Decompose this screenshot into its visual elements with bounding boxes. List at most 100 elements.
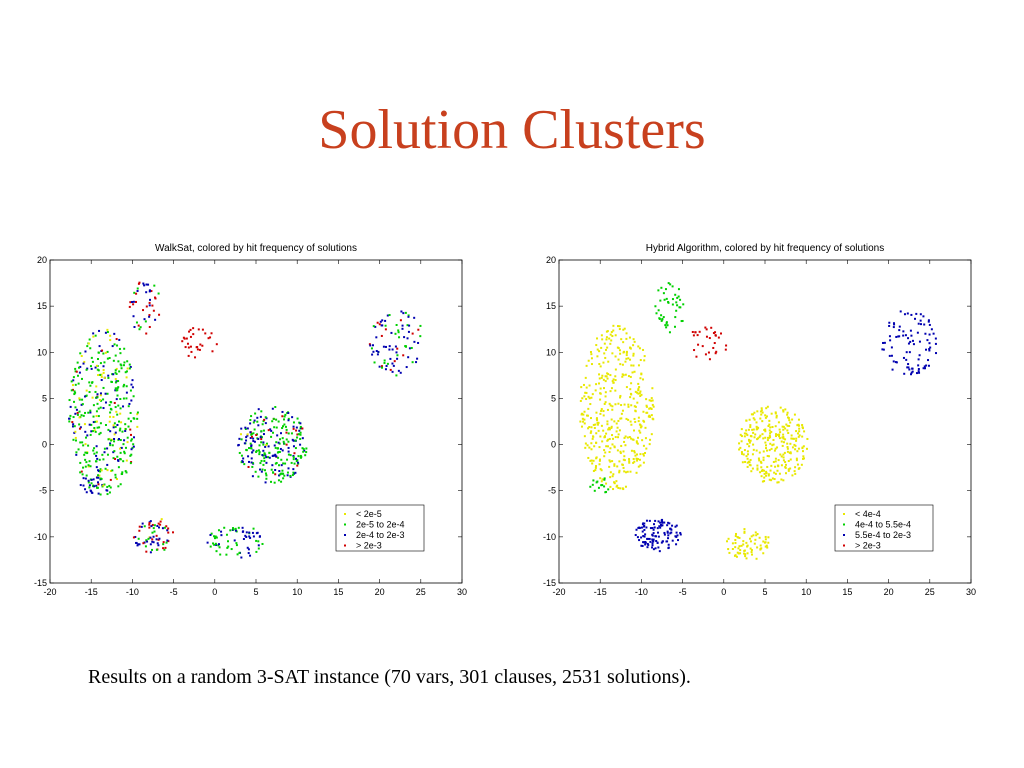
scatter-point	[281, 415, 284, 418]
scatter-point	[145, 332, 148, 335]
scatter-point	[112, 415, 115, 418]
scatter-point	[87, 342, 90, 345]
scatter-point	[759, 544, 762, 547]
scatter-point	[265, 442, 268, 445]
scatter-point	[258, 451, 261, 454]
scatter-point	[582, 383, 585, 386]
scatter-point	[149, 543, 152, 546]
scatter-point	[745, 557, 748, 560]
scatter-point	[248, 535, 251, 538]
scatter-point	[659, 299, 662, 302]
scatter-point	[94, 460, 97, 463]
scatter-point	[623, 455, 626, 458]
scatter-point	[612, 473, 615, 476]
scatter-point	[297, 455, 300, 458]
scatter-point	[263, 418, 266, 421]
scatter-point	[402, 354, 405, 357]
scatter-point	[73, 390, 76, 393]
scatter-point	[118, 347, 121, 350]
scatter-point	[903, 313, 906, 316]
scatter-point	[138, 543, 141, 546]
scatter-point	[294, 471, 297, 474]
scatter-point	[769, 469, 772, 472]
scatter-point	[655, 540, 658, 543]
scatter-point	[657, 535, 660, 538]
scatter-point	[614, 368, 617, 371]
scatter-point	[715, 350, 718, 353]
scatter-point	[245, 439, 248, 442]
scatter-point	[124, 429, 127, 432]
scatter-point	[121, 471, 124, 474]
scatter-point	[671, 298, 674, 301]
scatter-point	[634, 390, 637, 393]
scatter-point	[743, 531, 746, 534]
scatter-point	[600, 424, 603, 427]
scatter-point	[749, 439, 752, 442]
scatter-point	[635, 453, 638, 456]
x-tick-label: 15	[333, 587, 343, 597]
scatter-point	[384, 324, 387, 327]
scatter-point	[604, 375, 607, 378]
scatter-point	[589, 403, 592, 406]
scatter-point	[628, 458, 631, 461]
legend-marker	[843, 513, 845, 515]
scatter-point	[378, 365, 381, 368]
scatter-point	[155, 538, 158, 541]
scatter-point	[148, 289, 151, 292]
scatter-point	[292, 468, 295, 471]
scatter-point	[784, 408, 787, 411]
scatter-point	[696, 334, 699, 337]
scatter-point	[98, 329, 101, 332]
scatter-point	[782, 456, 785, 459]
scatter-point	[238, 551, 241, 554]
x-tick-label: 20	[884, 587, 894, 597]
scatter-point	[377, 350, 380, 353]
scatter-point	[633, 340, 636, 343]
scatter-point	[108, 420, 111, 423]
scatter-point	[585, 364, 588, 367]
scatter-point	[287, 432, 290, 435]
scatter-point	[185, 337, 188, 340]
scatter-point	[643, 528, 646, 531]
scatter-point	[190, 350, 193, 353]
scatter-point	[255, 550, 258, 553]
scatter-point	[375, 349, 378, 352]
scatter-point	[608, 426, 611, 429]
scatter-point	[260, 430, 263, 433]
scatter-point	[675, 309, 678, 312]
scatter-point	[602, 378, 605, 381]
scatter-point	[596, 423, 599, 426]
scatter-point	[252, 432, 255, 435]
scatter-point	[156, 524, 159, 527]
scatter-point	[638, 539, 641, 542]
scatter-point	[766, 439, 769, 442]
scatter-point	[589, 431, 592, 434]
scatter-point	[273, 444, 276, 447]
scatter-point	[94, 420, 97, 423]
scatter-point	[742, 540, 745, 543]
scatter-point	[912, 343, 915, 346]
scatter-point	[704, 326, 707, 329]
scatter-point	[601, 484, 604, 487]
scatter-point	[109, 442, 112, 445]
scatter-point	[92, 404, 95, 407]
scatter-point	[86, 367, 89, 370]
scatter-point	[157, 522, 160, 525]
scatter-point	[392, 364, 395, 367]
scatter-point	[650, 407, 653, 410]
scatter-point	[95, 364, 98, 367]
scatter-point	[911, 339, 914, 342]
scatter-point	[104, 467, 107, 470]
scatter-point	[411, 361, 414, 364]
scatter-point	[264, 481, 267, 484]
scatter-point	[391, 348, 394, 351]
scatter-point	[94, 430, 97, 433]
scatter-point	[240, 461, 243, 464]
scatter-point	[752, 534, 755, 537]
scatter-point	[258, 444, 261, 447]
scatter-point	[734, 538, 737, 541]
scatter-point	[144, 320, 147, 323]
scatter-point	[624, 373, 627, 376]
scatter-point	[642, 410, 645, 413]
scatter-point	[760, 466, 763, 469]
